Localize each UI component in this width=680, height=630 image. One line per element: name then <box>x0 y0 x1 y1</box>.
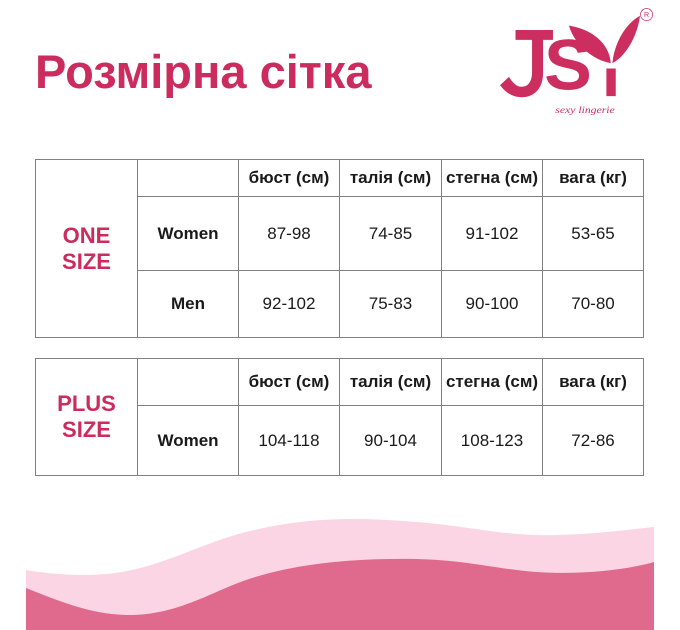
svg-text:R: R <box>644 11 649 19</box>
